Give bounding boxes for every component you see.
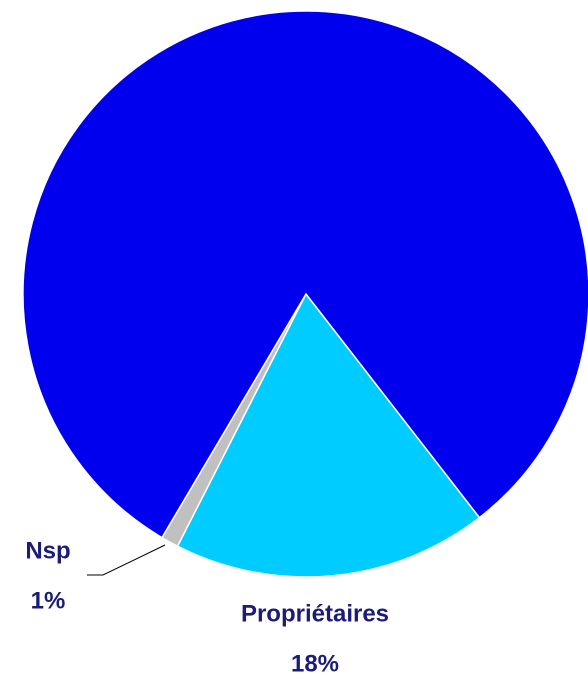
value-label: 18%	[291, 650, 339, 677]
value-label: 1%	[31, 587, 66, 614]
pie-slice	[176, 292, 481, 578]
pie-slice	[22, 10, 588, 539]
slice-label: Nsp	[25, 537, 70, 564]
leader-line	[87, 544, 166, 576]
slice-label: Propriétaires	[241, 600, 389, 627]
